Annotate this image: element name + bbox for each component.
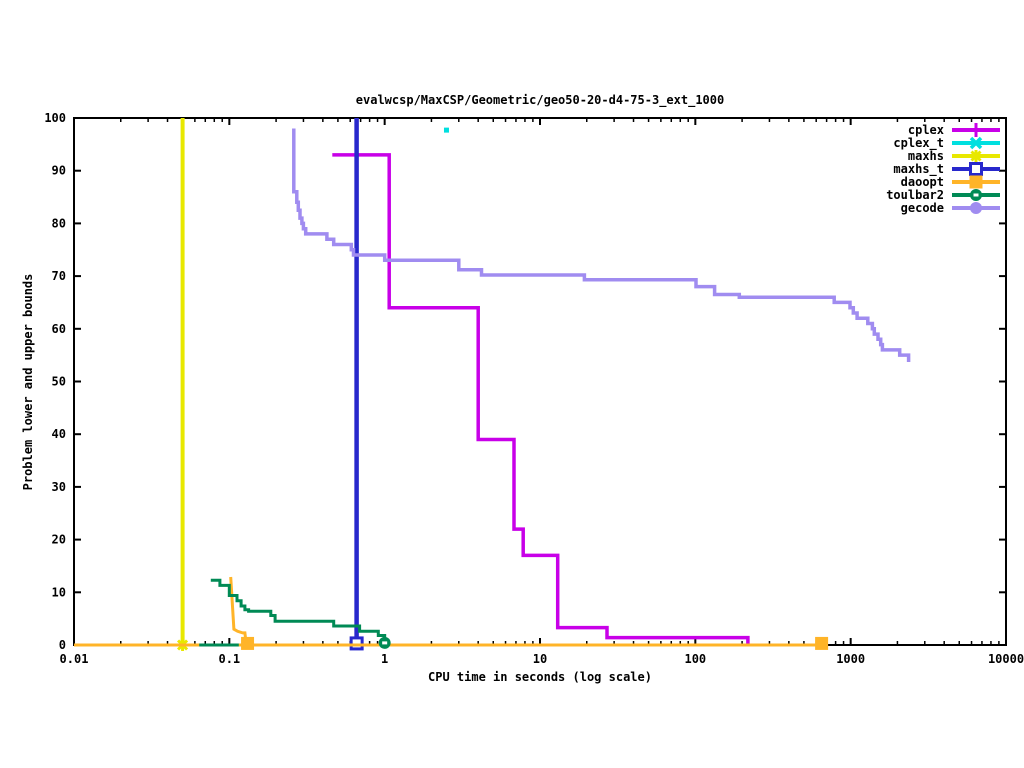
legend-marker-toulbar2	[973, 193, 979, 197]
chart-title: evalwcsp/MaxCSP/Geometric/geo50-20-d4-75…	[355, 93, 725, 107]
y-tick-label: 50	[52, 375, 66, 389]
plot-border	[73, 117, 1007, 646]
legend-label-cplex_t: cplex_t	[893, 136, 944, 151]
daoopt-marker	[815, 636, 829, 650]
y-tick-label: 20	[52, 533, 66, 547]
legend-label-maxhs_t: maxhs_t	[893, 162, 944, 177]
x-tick-label: 0.01	[60, 652, 89, 666]
series-daoopt-line	[229, 576, 248, 643]
x-tick-label: 1	[381, 652, 388, 666]
legend-marker-gecode	[970, 202, 982, 214]
y-tick-label: 60	[52, 322, 66, 336]
cplex_t-marker	[443, 127, 449, 133]
toulbar2-marker	[382, 641, 388, 645]
legend-marker-cplex_t	[969, 136, 983, 150]
x-tick-label: 10	[533, 652, 547, 666]
legend-label-toulbar2: toulbar2	[886, 188, 944, 202]
series-gecode-line	[292, 128, 911, 362]
legend-label-gecode: gecode	[901, 201, 944, 215]
legend-label-maxhs: maxhs	[908, 149, 944, 163]
y-tick-label: 100	[44, 111, 66, 125]
y-axis-label: Problem lower and upper bounds	[21, 273, 35, 491]
series-cplex-line	[332, 153, 750, 645]
y-tick-label: 90	[52, 164, 66, 178]
legend-marker-daoopt	[969, 175, 983, 189]
x-axis-label: CPU time in seconds (log scale)	[428, 670, 652, 684]
daoopt-marker	[241, 636, 255, 650]
legend-label-cplex: cplex	[908, 123, 944, 137]
legend-marker-maxhs	[970, 150, 982, 162]
x-tick-label: 0.1	[218, 652, 240, 666]
y-tick-label: 80	[52, 216, 66, 230]
y-tick-label: 70	[52, 269, 66, 283]
y-tick-label: 40	[52, 427, 66, 441]
series-toulbar2-line	[210, 578, 387, 643]
x-tick-label: 1000	[836, 652, 865, 666]
x-tick-label: 100	[684, 652, 706, 666]
y-tick-label: 30	[52, 480, 66, 494]
y-tick-label: 0	[59, 638, 66, 652]
maxhs_t-marker	[349, 636, 364, 651]
legend-marker-maxhs_t	[969, 162, 983, 176]
legend-label-daoopt: daoopt	[901, 175, 944, 189]
y-tick-label: 10	[52, 585, 66, 599]
x-tick-label: 10000	[988, 652, 1024, 666]
